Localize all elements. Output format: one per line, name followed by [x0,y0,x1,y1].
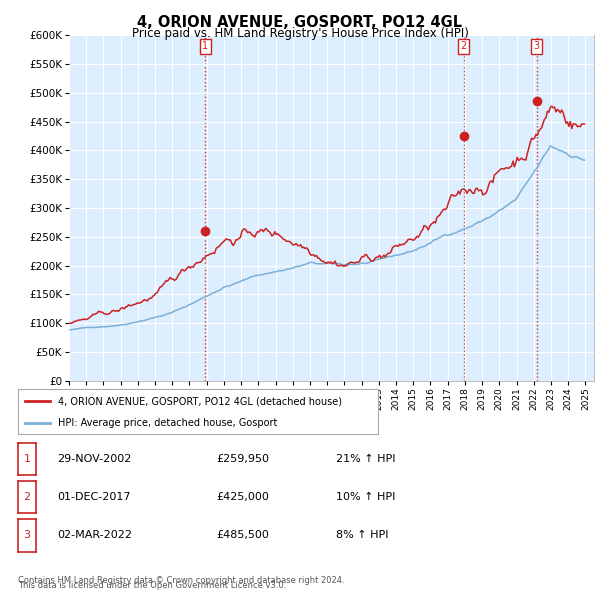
Text: 1: 1 [202,41,208,51]
Text: Contains HM Land Registry data © Crown copyright and database right 2024.: Contains HM Land Registry data © Crown c… [18,576,344,585]
Text: 01-DEC-2017: 01-DEC-2017 [57,492,131,502]
Text: £425,000: £425,000 [216,492,269,502]
Text: 21% ↑ HPI: 21% ↑ HPI [336,454,395,464]
Text: 1: 1 [23,454,31,464]
Text: 02-MAR-2022: 02-MAR-2022 [57,530,132,540]
Text: 4, ORION AVENUE, GOSPORT, PO12 4GL: 4, ORION AVENUE, GOSPORT, PO12 4GL [137,15,463,30]
Text: 3: 3 [533,41,540,51]
Text: 8% ↑ HPI: 8% ↑ HPI [336,530,389,540]
Text: 2: 2 [460,41,467,51]
Text: 29-NOV-2002: 29-NOV-2002 [57,454,131,464]
Text: Price paid vs. HM Land Registry's House Price Index (HPI): Price paid vs. HM Land Registry's House … [131,27,469,40]
Text: 4, ORION AVENUE, GOSPORT, PO12 4GL (detached house): 4, ORION AVENUE, GOSPORT, PO12 4GL (deta… [58,396,341,407]
Text: 2: 2 [23,492,31,502]
Text: This data is licensed under the Open Government Licence v3.0.: This data is licensed under the Open Gov… [18,581,286,590]
Text: 3: 3 [23,530,31,540]
Text: HPI: Average price, detached house, Gosport: HPI: Average price, detached house, Gosp… [58,418,277,428]
Text: 10% ↑ HPI: 10% ↑ HPI [336,492,395,502]
Text: £259,950: £259,950 [216,454,269,464]
Text: £485,500: £485,500 [216,530,269,540]
